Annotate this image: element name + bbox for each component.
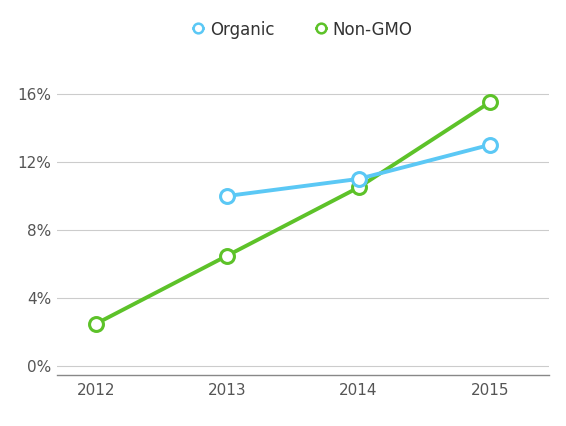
Legend: Organic, Non-GMO: Organic, Non-GMO: [186, 14, 419, 46]
Non-GMO: [487, 100, 494, 105]
Line: Non-GMO: Non-GMO: [89, 95, 497, 331]
Non-GMO: [93, 321, 100, 326]
Non-GMO: [224, 253, 231, 258]
Organic: [487, 142, 494, 147]
Organic: [224, 193, 231, 199]
Organic: [355, 176, 362, 181]
Line: Organic: Organic: [220, 138, 497, 203]
Non-GMO: [355, 185, 362, 190]
